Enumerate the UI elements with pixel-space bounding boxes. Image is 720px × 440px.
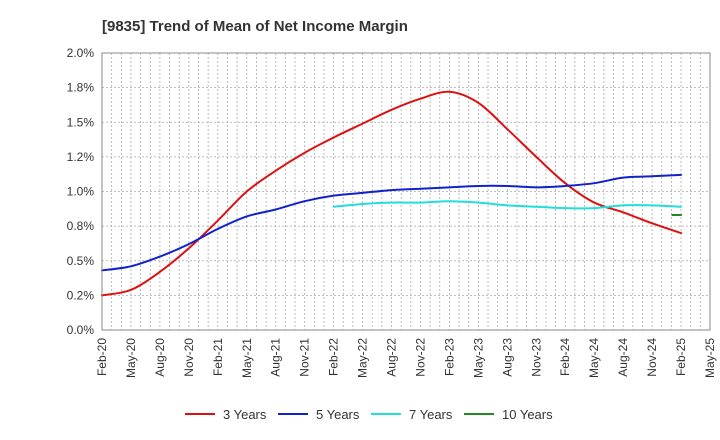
x-tick-label: Feb-25: [674, 338, 688, 376]
x-tick-label: Aug-23: [500, 338, 514, 377]
y-axis-tick-labels: 0.0% 0.2% 0.5% 0.8% 1.0% 1.2% 1.5% 1.8% 2.0%: [67, 46, 95, 337]
legend-label-7-years: 7 Years: [409, 407, 453, 422]
x-tick-label: Nov-23: [529, 338, 543, 377]
y-tick-label: 1.5%: [67, 115, 95, 129]
y-tick-label: 2.0%: [67, 46, 95, 60]
x-tick-label: Nov-20: [182, 338, 196, 377]
x-tick-label: Feb-22: [327, 338, 341, 376]
plot-area-border: [101, 52, 711, 331]
series-lines: [101, 90, 683, 297]
x-tick-label: May-25: [703, 338, 717, 378]
series-line-7-years: [332, 200, 683, 210]
x-tick-label: May-22: [356, 338, 370, 378]
legend: 3 Years 5 Years 7 Years 10 Years: [185, 407, 553, 422]
x-tick-label: Feb-23: [442, 338, 456, 376]
x-tick-label: Feb-20: [95, 338, 109, 376]
chart-title: [9835] Trend of Mean of Net Income Margi…: [102, 18, 408, 35]
x-tick-label: Feb-21: [211, 338, 225, 376]
axes: [101, 52, 711, 331]
x-tick-label: Aug-20: [153, 338, 167, 377]
y-tick-label: 1.2%: [67, 150, 95, 164]
grid-lines: [102, 53, 710, 330]
x-tick-label: Aug-21: [269, 338, 283, 377]
y-tick-label: 0.8%: [67, 219, 95, 233]
y-tick-label: 1.8%: [67, 81, 95, 95]
y-tick-label: 0.2%: [67, 288, 95, 302]
legend-label-3-years: 3 Years: [223, 407, 267, 422]
x-tick-label: May-23: [471, 338, 485, 378]
x-tick-label: Nov-24: [645, 338, 659, 377]
x-tick-label: Feb-24: [558, 338, 572, 376]
x-axis-tick-labels: Feb-20 May-20 Aug-20 Nov-20 Feb-21 May-21 Aug-…: [95, 338, 717, 378]
x-tick-label: Nov-21: [298, 338, 312, 377]
x-tick-label: Nov-22: [413, 338, 427, 377]
y-tick-label: 0.5%: [67, 254, 95, 268]
legend-label-5-years: 5 Years: [316, 407, 360, 422]
x-tick-label: Aug-24: [616, 338, 630, 377]
y-tick-label: 0.0%: [67, 323, 95, 337]
series-line-5-years: [101, 173, 683, 272]
x-tick-label: May-21: [240, 338, 254, 378]
x-tick-label: May-20: [124, 338, 138, 378]
x-tick-label: Aug-22: [385, 338, 399, 377]
legend-label-10-years: 10 Years: [502, 407, 553, 422]
x-tick-label: May-24: [587, 338, 601, 378]
y-tick-label: 1.0%: [67, 185, 95, 199]
